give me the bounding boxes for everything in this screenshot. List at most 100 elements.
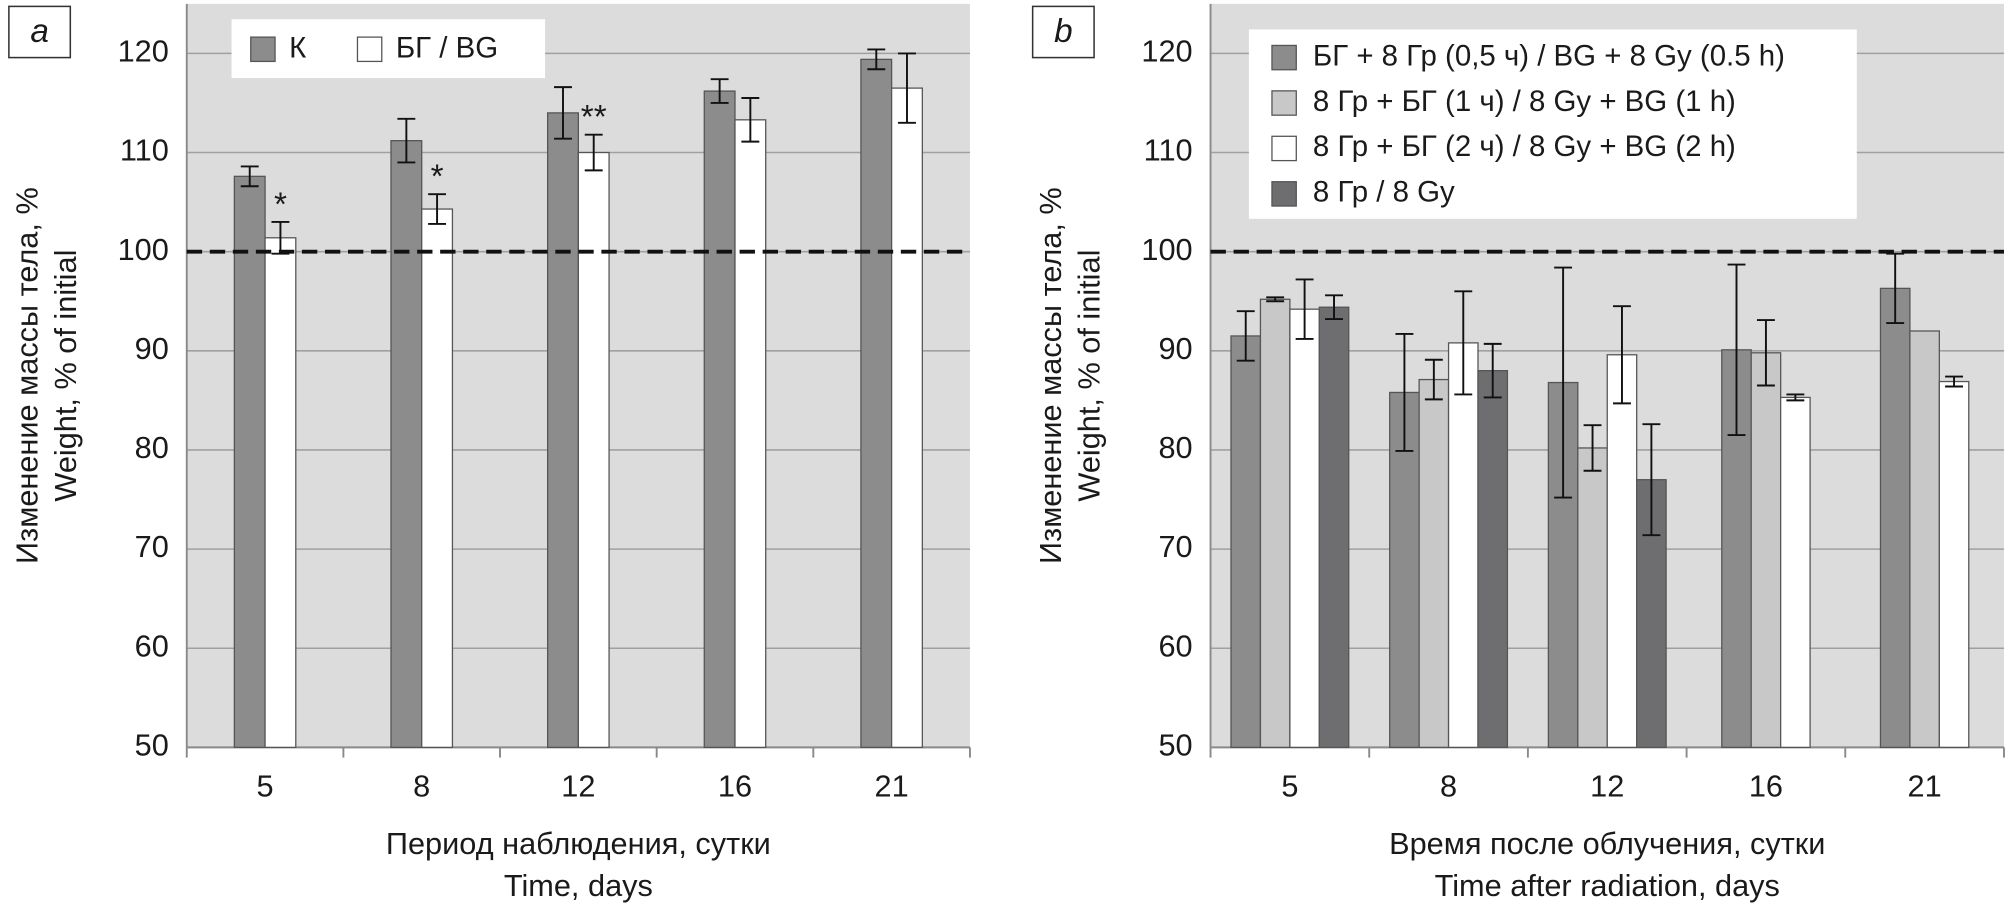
bar (890, 87, 923, 748)
error-bar (1424, 358, 1443, 401)
panel-label-box (1031, 5, 1095, 59)
bar (1750, 352, 1782, 748)
y-tick-label: 70 (135, 529, 169, 564)
panel-label: b (1054, 13, 1073, 50)
error-bar (710, 78, 729, 104)
x-tick-label: 21 (875, 768, 909, 803)
legend-box (231, 19, 546, 79)
bar (264, 237, 297, 748)
error-bar (271, 220, 290, 255)
bar (1938, 380, 1970, 748)
error-bar (1454, 290, 1473, 396)
legend-label: 8 Гр + БГ (1 ч) / 8 Gy + BG (1 h) (1313, 85, 1736, 118)
error-bar (1945, 375, 1964, 388)
significance-marker: * (274, 186, 287, 223)
bar (1230, 335, 1262, 748)
error-bar (554, 86, 572, 140)
legend-label: 8 Гр + БГ (2 ч) / 8 Gy + BG (2 h) (1313, 130, 1736, 163)
error-bar (1642, 423, 1661, 537)
bar (1909, 330, 1940, 748)
y-tick-label: 80 (135, 430, 169, 465)
y-tick-label: 110 (1144, 133, 1193, 168)
y-axis-title: Weight, % of initial (1072, 250, 1107, 502)
y-tick-label: 100 (118, 232, 169, 267)
y-tick-label: 60 (135, 628, 169, 663)
y-tick-label: 110 (120, 133, 169, 168)
bar (1477, 370, 1509, 748)
y-tick-label: 60 (1158, 628, 1192, 663)
error-bar (1295, 278, 1314, 340)
bar (1289, 308, 1320, 748)
error-bar (584, 133, 603, 172)
x-axis-title: Time, days (504, 868, 653, 903)
error-bar (1583, 424, 1602, 472)
x-tick-label: 5 (1281, 768, 1298, 803)
bar (860, 58, 893, 748)
x-tick-label: 5 (257, 768, 274, 803)
bar (1318, 306, 1350, 748)
bar (1780, 396, 1811, 748)
error-bar (240, 165, 259, 188)
error-bar (1483, 342, 1502, 399)
x-tick-label: 21 (1908, 768, 1942, 803)
y-tick-label: 50 (135, 727, 169, 762)
legend-label: 8 Гр / 8 Gy (1313, 176, 1455, 209)
y-tick-label: 50 (1158, 727, 1192, 762)
error-bar (1325, 294, 1343, 321)
x-tick-label: 8 (1440, 768, 1457, 803)
y-tick-label: 90 (1158, 331, 1192, 366)
y-tick-label: 100 (1141, 232, 1192, 267)
significance-marker: * (431, 159, 444, 196)
error-bar (1395, 333, 1414, 452)
legend-box (1248, 29, 1857, 219)
bar (547, 112, 579, 748)
bar (1879, 287, 1911, 748)
legend-swatch (250, 36, 276, 63)
legend-swatch (1271, 181, 1297, 207)
legend-swatch (1271, 44, 1297, 71)
legend-swatch (356, 36, 383, 63)
bar (1577, 447, 1608, 748)
y-tick-label: 80 (1158, 430, 1192, 465)
bar (703, 90, 736, 748)
x-tick-label: 12 (1590, 768, 1624, 803)
x-tick-label: 8 (413, 768, 430, 803)
y-tick-label: 120 (118, 34, 169, 69)
error-bar (1613, 305, 1631, 405)
error-bar (428, 193, 447, 225)
y-tick-label: 120 (1141, 34, 1192, 69)
bar (421, 208, 454, 748)
error-bar (1886, 252, 1905, 325)
bar (1418, 378, 1450, 748)
bar (1447, 342, 1479, 748)
error-bar (1756, 319, 1775, 387)
legend-label: К (289, 32, 306, 65)
error-bar (1786, 393, 1805, 402)
error-bar (741, 97, 760, 143)
legend-swatch (1271, 135, 1297, 162)
legend-label: БГ + 8 Гр (0,5 ч) / BG + 8 Gy (0.5 h) (1313, 39, 1785, 72)
error-bar (1554, 266, 1573, 499)
x-axis-title: Time after radiation, days (1435, 868, 1780, 903)
x-tick-label: 12 (561, 768, 595, 803)
bar (390, 140, 423, 748)
bar (1606, 354, 1638, 748)
legend-label: БГ / BG (396, 32, 498, 65)
legend-swatch (1271, 90, 1297, 116)
x-tick-label: 16 (718, 768, 752, 803)
panel-label-box (8, 5, 72, 59)
bar (233, 175, 266, 748)
error-bar (397, 117, 416, 164)
x-axis-title: Период наблюдения, сутки (386, 826, 771, 861)
y-tick-label: 70 (1158, 529, 1192, 564)
y-tick-label: 90 (135, 331, 169, 366)
y-axis-title: Изменение массы тела, % (9, 187, 44, 564)
panel-label: a (30, 13, 49, 50)
bar (1259, 298, 1291, 748)
error-bar (1236, 310, 1255, 362)
error-bar (898, 52, 916, 124)
error-bar (1727, 263, 1746, 437)
y-axis-title: Изменение массы тела, % (1033, 187, 1068, 564)
bar (734, 119, 767, 748)
